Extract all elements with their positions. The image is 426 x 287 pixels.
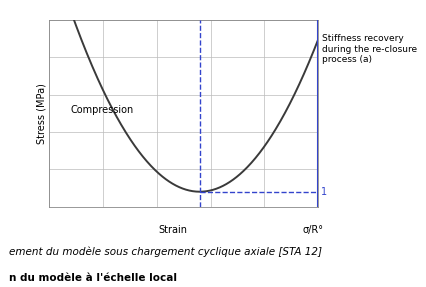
Text: n du modèle à l'échelle local: n du modèle à l'échelle local	[9, 273, 176, 283]
Text: Stiffness recovery
during the re-closure
process (a): Stiffness recovery during the re-closure…	[322, 34, 417, 64]
Y-axis label: Stress (MPa): Stress (MPa)	[36, 83, 46, 144]
Text: 1: 1	[321, 187, 327, 197]
Text: σ/R°: σ/R°	[302, 225, 322, 235]
Text: Compression: Compression	[70, 105, 134, 115]
Text: ement du modèle sous chargement cyclique axiale [STA 12]: ement du modèle sous chargement cyclique…	[9, 247, 321, 257]
Text: Strain: Strain	[158, 225, 187, 235]
